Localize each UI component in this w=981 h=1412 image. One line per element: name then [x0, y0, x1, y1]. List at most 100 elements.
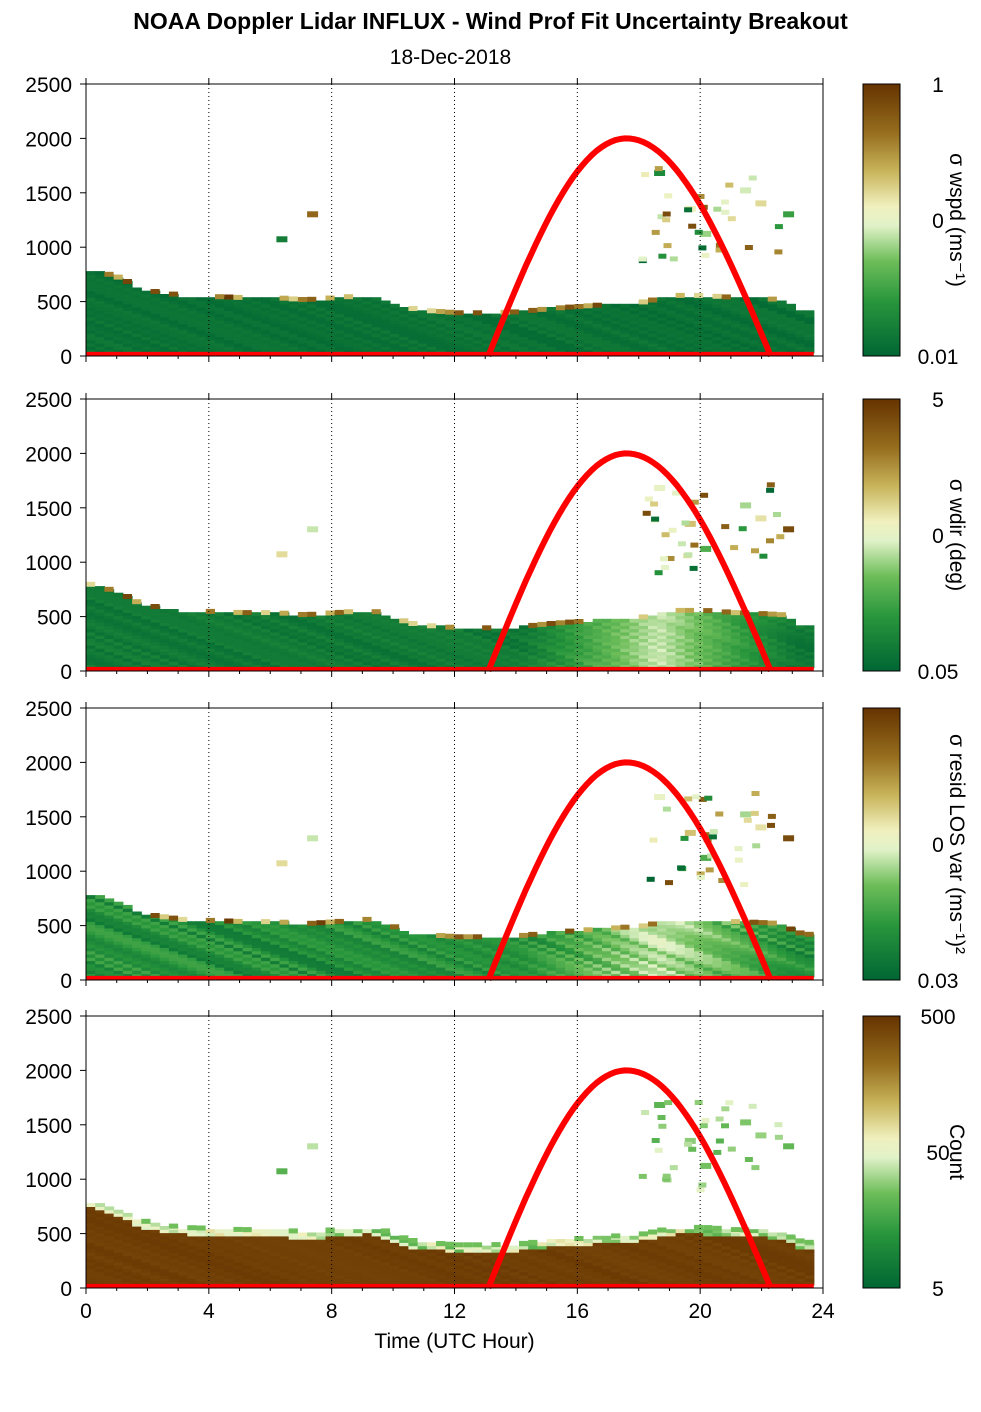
heatmap-cell [399, 1258, 409, 1263]
heatmap-cell [316, 1274, 327, 1279]
heatmap-cell [159, 326, 170, 331]
heatmap-cell [390, 316, 400, 321]
heatmap-cell [132, 1232, 142, 1237]
heatmap-cell [122, 297, 133, 302]
heatmap-cell [629, 657, 640, 662]
heatmap-cell [371, 921, 382, 926]
heatmap-cell [104, 599, 115, 604]
heatmap-cell [224, 1242, 234, 1247]
heatmap-cell [426, 1281, 437, 1286]
heatmap-cell [721, 333, 732, 338]
heatmap-cell [482, 940, 492, 945]
heatmap-cell [233, 654, 244, 659]
heatmap-cell [297, 947, 308, 952]
heatmap-cell [426, 664, 437, 669]
heatmap-cell [178, 973, 188, 978]
heatmap-cell [362, 1274, 373, 1279]
heatmap-cell [95, 1245, 105, 1250]
heatmap-cell [122, 1255, 133, 1260]
heatmap-cell [472, 651, 483, 656]
heatmap-cell [583, 346, 594, 351]
heatmap-cell [666, 339, 677, 344]
heatmap-cell [491, 1278, 502, 1283]
heatmap-cell [758, 625, 769, 630]
heatmap-cell [380, 316, 391, 321]
heatmap-cell [307, 641, 317, 646]
heatmap-cell [251, 950, 262, 955]
heatmap-cell [776, 625, 787, 630]
heatmap-cell [776, 953, 787, 958]
heatmap-cell [804, 336, 815, 341]
heatmap-cell [196, 323, 207, 328]
heatmap-cell [445, 950, 456, 955]
heatmap-cell [675, 654, 686, 659]
heatmap-cell [325, 1261, 336, 1266]
heatmap-cell [178, 1232, 188, 1237]
heatmap-cell [196, 1271, 207, 1276]
heatmap-cell [555, 631, 566, 636]
heatmap-cell [196, 644, 207, 649]
heatmap-cell [104, 661, 115, 666]
heatmap-cell [555, 664, 566, 669]
heatmap-cell [215, 346, 225, 351]
heatmap-cell [113, 957, 124, 962]
heatmap-cell [574, 648, 585, 653]
heatmap-cell [408, 963, 419, 968]
heatmap-cell [472, 1242, 483, 1248]
heatmap-cell [132, 648, 142, 653]
heatmap-cell [353, 960, 363, 965]
heatmap-cell [463, 657, 474, 662]
heatmap-cell [261, 1271, 271, 1276]
heatmap-cell [132, 914, 142, 919]
heatmap-cell [380, 960, 391, 965]
heatmap-cell [132, 342, 142, 347]
heatmap-cell [150, 1252, 161, 1256]
heatmap-cell [242, 638, 253, 643]
heatmap-cell [620, 313, 631, 318]
heatmap-cell [583, 320, 594, 324]
heatmap-cell [307, 618, 317, 623]
heatmap-cell [187, 957, 198, 962]
heatmap-cell [215, 1278, 225, 1283]
heatmap-cell [279, 615, 290, 620]
heatmap-cell [399, 1235, 409, 1241]
heatmap-cell [113, 1239, 124, 1243]
heatmap-cell [132, 602, 142, 607]
heatmap-cell [601, 316, 612, 321]
heatmap-cell [795, 641, 806, 646]
heatmap-cell [565, 336, 575, 341]
heatmap-cell [445, 1255, 456, 1260]
heatmap-cell [95, 641, 105, 646]
heatmap-cell [215, 612, 225, 617]
heatmap-cell [159, 661, 170, 666]
heatmap-cell [251, 1242, 262, 1247]
heatmap-cell [279, 635, 290, 639]
heatmap-cell [362, 622, 373, 626]
heatmap-cell [528, 944, 538, 948]
heatmap-cell [215, 1258, 225, 1263]
heatmap-cell [776, 940, 787, 945]
heatmap-cell [482, 320, 492, 324]
heatmap-cell [362, 1248, 373, 1253]
heatmap-cell [666, 326, 677, 331]
heatmap-cell [95, 1271, 105, 1276]
heatmap-cell [178, 651, 188, 656]
heatmap-cell [436, 631, 446, 636]
heatmap-cell [638, 934, 649, 939]
heatmap-cell [767, 970, 778, 975]
heatmap-cell [694, 963, 704, 968]
heatmap-cell [224, 310, 234, 315]
heatmap-cell [804, 664, 815, 669]
heatmap-cell [297, 657, 308, 662]
heatmap-cell [445, 624, 455, 630]
heatmap-cell [242, 957, 253, 962]
heatmap-cell [168, 333, 179, 338]
heatmap-cell [657, 661, 667, 666]
heatmap-cell [196, 973, 207, 978]
heatmap-cell [122, 625, 133, 630]
heatmap-cell [150, 947, 161, 952]
heatmap-cell [196, 970, 207, 975]
heatmap-cell [491, 342, 502, 347]
heatmap-cell [187, 960, 198, 965]
